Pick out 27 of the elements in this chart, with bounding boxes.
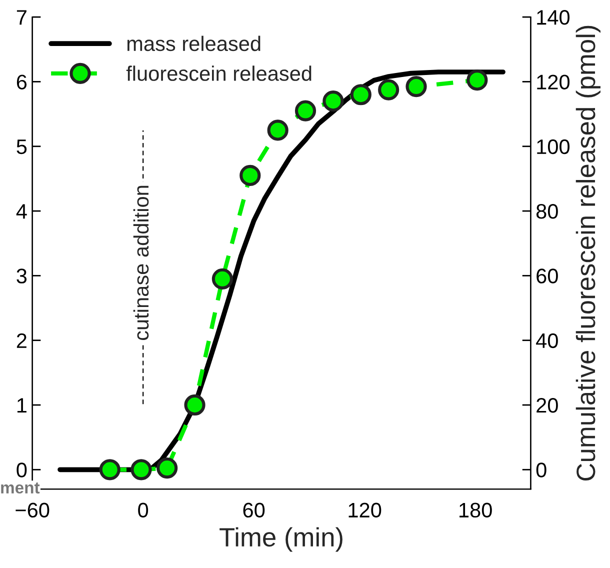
y-tick-label: 2 [16,333,26,348]
x-tick-label: −60 [16,502,50,518]
x-tick-label: 180 [460,502,492,518]
y2-tick-label: 20 [536,398,558,413]
y2-tick-label: 80 [536,204,558,219]
legend-label: mass released [127,36,260,52]
ref-line-label: cutinase addition [133,186,149,340]
y2-tick-label: 120 [537,74,570,90]
y2-axis-title: Cumulative fluorescein released (pmol) [576,26,600,480]
y2-tick-label: 0 [536,462,546,478]
y2-tick-label: 100 [537,139,570,154]
x-tick-label: 0 [138,502,148,518]
annotation: ment [1,482,40,494]
y2-tick-label: 40 [536,333,558,348]
x-tick-label: 120 [348,502,382,518]
y-tick-label: 4 [16,204,27,219]
x-tick-label: 60 [243,502,265,518]
legend-label: fluorescein released [126,66,312,81]
y-tick-label: 5 [16,140,27,154]
y-tick-label: 0 [16,462,27,478]
y2-tick-label: 140 [537,10,570,25]
x-axis-title: Time (min) [220,527,342,552]
y-tick-label: 1 [17,398,26,413]
y-tick-label: 6 [16,74,27,90]
y-tick-label: 7 [16,10,26,25]
y-tick-label: 3 [16,268,27,284]
y2-tick-label: 60 [536,268,558,284]
